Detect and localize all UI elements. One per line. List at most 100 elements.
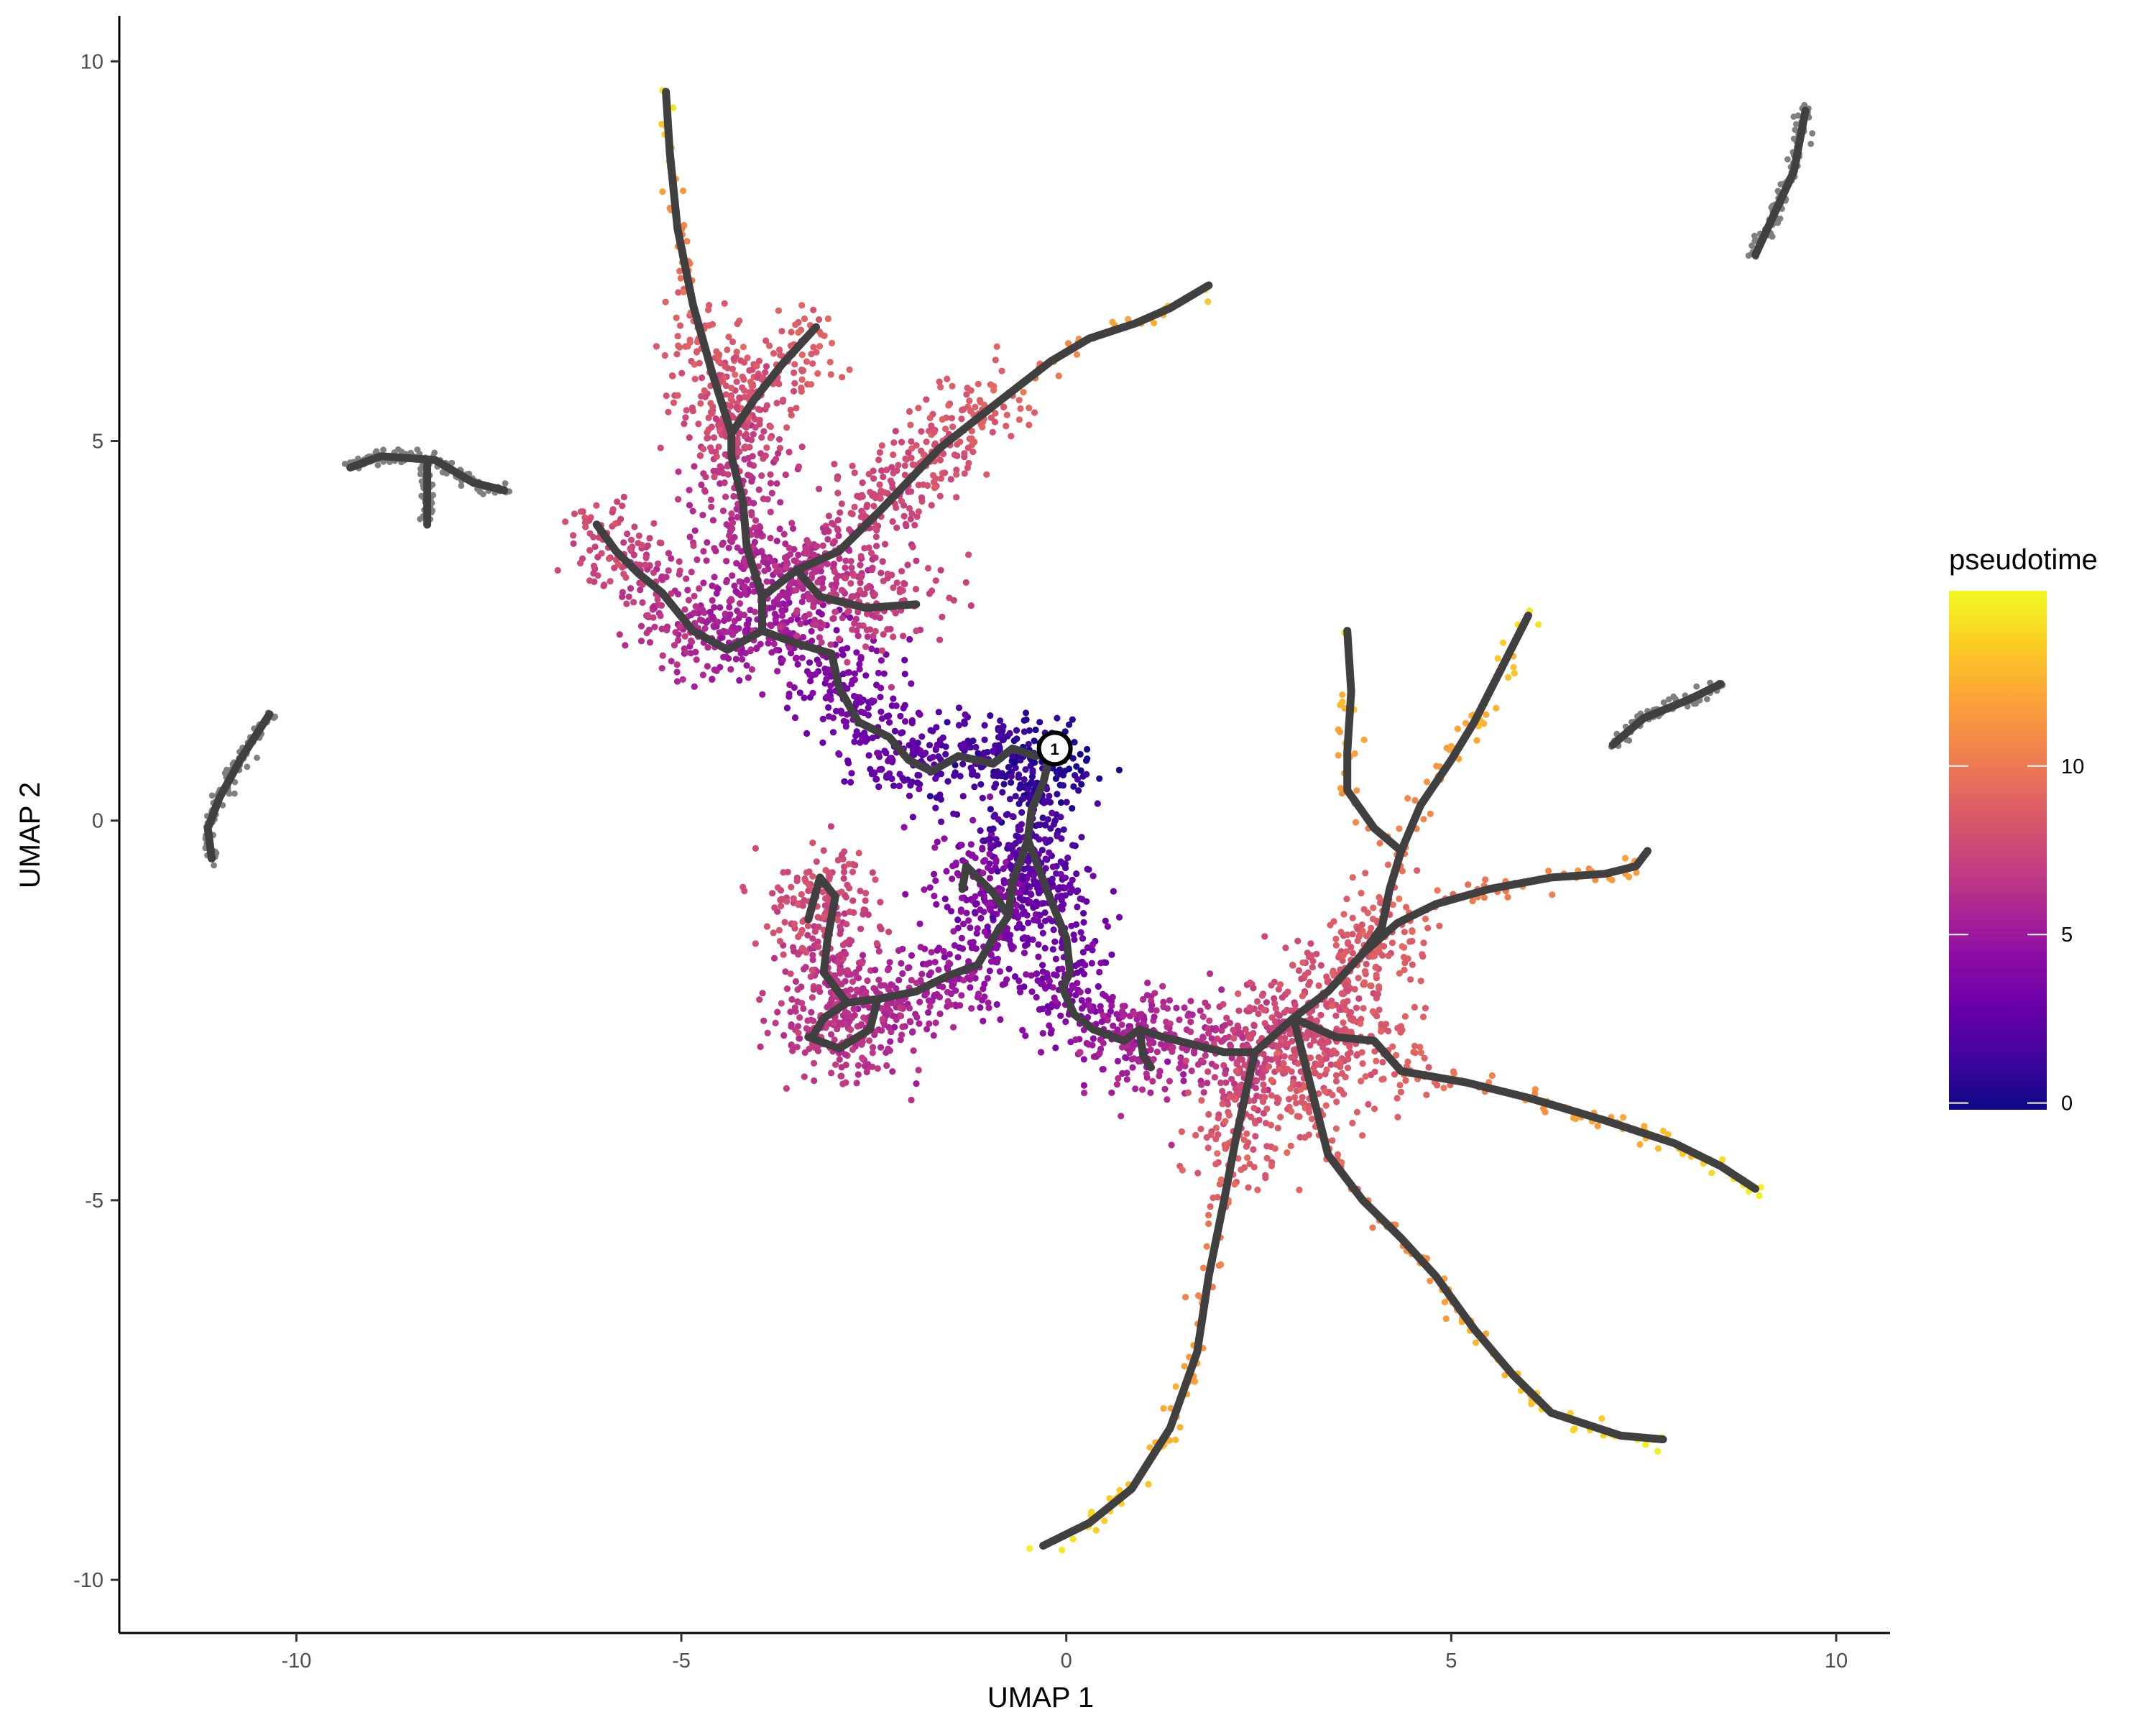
cell-point [833, 575, 840, 582]
cell-point [967, 408, 975, 415]
cell-point [1281, 1053, 1288, 1060]
cell-point [1096, 775, 1103, 782]
cell-point [915, 508, 922, 515]
cell-point [932, 877, 939, 884]
cell-point [1299, 1094, 1306, 1101]
cell-point [918, 733, 926, 740]
cell-point [748, 509, 755, 516]
cell-point [926, 960, 933, 967]
cell-point [1047, 1030, 1054, 1037]
cell-point [1388, 939, 1396, 947]
cell-point [711, 474, 718, 481]
cell-point [734, 436, 741, 443]
cell-point [788, 883, 795, 891]
cell-point [642, 554, 650, 561]
cell-point [1287, 1085, 1294, 1092]
cell-point [898, 1012, 905, 1020]
cell-point [807, 381, 815, 388]
cell-point [1074, 887, 1082, 894]
cell-point [1483, 711, 1490, 718]
cell-point [986, 875, 993, 882]
cell-point [990, 748, 997, 755]
cell-point [845, 760, 852, 767]
cell-point [775, 926, 783, 934]
cell-point [1184, 1089, 1192, 1096]
cell-point [1421, 1054, 1428, 1062]
cell-point [751, 524, 758, 531]
cell-point [692, 648, 699, 656]
cell-point [757, 530, 764, 537]
cell-point [872, 554, 879, 561]
cell-point [1401, 929, 1408, 936]
cell-point [772, 562, 779, 569]
cell-point [1166, 997, 1174, 1004]
cell-point [725, 334, 732, 341]
cell-point [1535, 621, 1542, 628]
cell-point [788, 995, 796, 1003]
cell-point [819, 575, 826, 582]
cell-point [1138, 1086, 1146, 1093]
cell-point [1123, 1070, 1130, 1077]
cell-point [1263, 1143, 1271, 1150]
cell-point [902, 520, 909, 528]
cell-point [901, 656, 908, 664]
cell-point [979, 845, 986, 852]
cell-point [812, 621, 819, 629]
cell-point [837, 509, 844, 516]
cell-point [675, 637, 682, 644]
cell-point [783, 424, 791, 431]
cell-point [729, 519, 737, 527]
cell-point [1019, 924, 1026, 932]
cell-point [706, 322, 713, 329]
cell-point [1031, 409, 1038, 416]
cell-point [1223, 1014, 1230, 1021]
cell-point [1393, 1095, 1401, 1102]
cell-point [700, 446, 707, 453]
cell-point [722, 391, 729, 398]
cell-point [869, 1049, 876, 1057]
cell-point [1373, 971, 1380, 979]
cell-point [783, 898, 791, 905]
cell-point [1268, 1092, 1275, 1099]
cell-point [1079, 896, 1086, 903]
cell-point [865, 752, 872, 759]
cell-point [711, 434, 718, 441]
cell-point [791, 557, 798, 564]
cell-point [739, 656, 746, 663]
cell-point-unassigned [458, 482, 465, 489]
cell-point [635, 532, 642, 540]
cell-point [851, 670, 859, 677]
cell-point [806, 611, 813, 618]
cell-point [873, 648, 880, 655]
cell-point [1003, 811, 1010, 819]
cell-point [1316, 1072, 1323, 1080]
cell-point [873, 988, 880, 995]
cell-point [745, 472, 752, 479]
cell-point [1273, 1011, 1281, 1018]
cell-point [1379, 1059, 1386, 1066]
cell-point [842, 1008, 849, 1016]
cell-point [969, 448, 977, 456]
cell-point [1273, 1094, 1281, 1101]
cell-point [1035, 941, 1042, 948]
cell-point [1197, 1126, 1204, 1133]
cell-point [733, 560, 740, 567]
cell-point [659, 188, 666, 196]
cell-point [984, 923, 991, 931]
cell-point [790, 895, 797, 902]
cell-point [968, 428, 975, 435]
cell-point [781, 592, 788, 599]
cell-point [1425, 1064, 1432, 1071]
cell-point [1003, 859, 1010, 866]
cell-point [593, 502, 600, 509]
cell-point [1148, 1001, 1156, 1009]
cell-point [795, 463, 803, 471]
cell-point [674, 333, 681, 340]
cell-point [1261, 1020, 1268, 1027]
cell-point [759, 691, 766, 698]
cell-point [696, 359, 703, 367]
cell-point [747, 436, 755, 443]
cell-point [1337, 785, 1345, 792]
cell-point [1242, 1026, 1249, 1033]
cell-point [879, 647, 886, 654]
